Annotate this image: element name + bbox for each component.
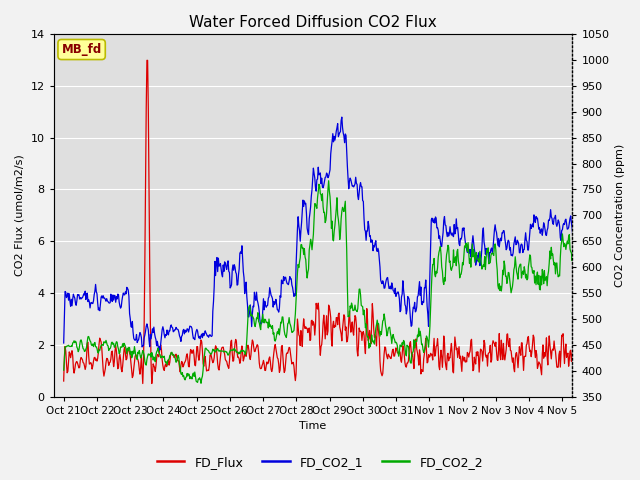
FD_Flux [386, 354, 394, 360]
FD_CO2_1 [592, 263, 600, 268]
FD_CO2_1 [60, 340, 68, 346]
FD_Flux [248, 343, 255, 349]
FD_CO2_1 [221, 259, 228, 265]
FD_CO2_2 [386, 324, 394, 330]
FD_CO2_1 [247, 310, 255, 315]
Y-axis label: CO2 Concentration (ppm): CO2 Concentration (ppm) [615, 144, 625, 287]
FD_Flux [143, 58, 151, 63]
FD_CO2_1 [386, 286, 394, 291]
FD_Flux [221, 357, 229, 362]
FD_CO2_1 [122, 291, 130, 297]
FD_CO2_1 [338, 114, 346, 120]
FD_CO2_1 [268, 292, 275, 298]
Title: Water Forced Diffusion CO2 Flux: Water Forced Diffusion CO2 Flux [189, 15, 437, 30]
FD_CO2_2 [415, 333, 423, 339]
FD_Flux [268, 369, 276, 374]
Y-axis label: CO2 Flux (umol/m2/s): CO2 Flux (umol/m2/s) [15, 155, 25, 276]
FD_CO2_2 [592, 297, 600, 303]
Line: FD_CO2_2: FD_CO2_2 [64, 181, 596, 383]
FD_Flux [415, 347, 423, 353]
Text: MB_fd: MB_fd [61, 43, 102, 56]
FD_CO2_2 [221, 348, 228, 354]
FD_Flux [122, 357, 130, 363]
FD_Flux [592, 349, 600, 355]
FD_CO2_1 [155, 348, 163, 354]
Legend: FD_Flux, FD_CO2_1, FD_CO2_2: FD_Flux, FD_CO2_1, FD_CO2_2 [152, 451, 488, 474]
FD_Flux [60, 378, 68, 384]
X-axis label: Time: Time [300, 421, 326, 432]
FD_CO2_2 [325, 178, 333, 184]
FD_CO2_2 [197, 380, 205, 386]
Line: FD_CO2_1: FD_CO2_1 [64, 117, 596, 351]
Line: FD_Flux: FD_Flux [64, 60, 596, 384]
FD_CO2_1 [415, 279, 423, 285]
FD_Flux [139, 381, 147, 386]
FD_CO2_2 [268, 324, 275, 330]
FD_CO2_2 [122, 346, 130, 352]
Bar [54, 34, 572, 293]
FD_CO2_2 [247, 313, 255, 319]
FD_CO2_2 [60, 367, 68, 373]
